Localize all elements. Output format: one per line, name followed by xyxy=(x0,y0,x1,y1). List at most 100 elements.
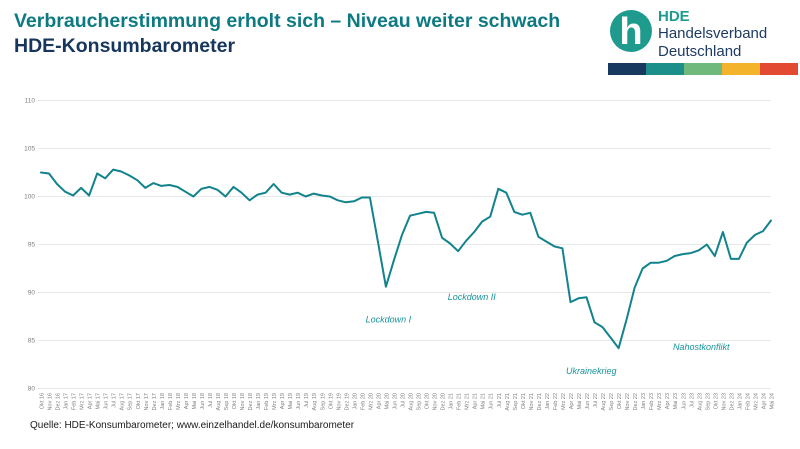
x-axis-tick-label: Jul 17 xyxy=(112,393,118,408)
x-axis-tick-label: Nov 22 xyxy=(625,393,631,410)
x-axis-tick-label: Mrz 22 xyxy=(561,393,567,410)
x-axis-tick-label: Jan 24 xyxy=(737,393,743,410)
x-axis-tick-label: Apr 19 xyxy=(280,393,286,409)
x-axis-tick-label: Aug 21 xyxy=(505,393,511,410)
x-axis-tick-label: Jun 23 xyxy=(681,393,687,410)
chart-annotation: Lockdown I xyxy=(366,314,412,324)
x-axis-tick-label: Okt 21 xyxy=(521,393,527,409)
chart-annotation: Ukrainekrieg xyxy=(566,366,617,376)
x-axis-tick-label: Okt 19 xyxy=(328,393,334,409)
x-axis-tick-label: Okt 22 xyxy=(617,393,623,409)
x-axis-tick-label: Nov 19 xyxy=(336,393,342,410)
x-axis-tick-label: Jan 20 xyxy=(352,393,358,410)
x-axis-tick-label: Jun 20 xyxy=(392,393,398,410)
x-axis-tick-label: Jan 23 xyxy=(641,393,647,410)
x-axis-tick-label: Mai 17 xyxy=(96,393,102,410)
x-axis-tick-label: Aug 22 xyxy=(601,393,607,410)
y-axis-tick-label: 110 xyxy=(25,98,36,105)
x-axis-tick-label: Jan 18 xyxy=(160,393,166,410)
x-axis-tick-label: Aug 18 xyxy=(216,393,222,410)
x-axis-tick-label: Jan 21 xyxy=(449,393,455,410)
x-axis-tick-label: Dez 23 xyxy=(729,393,735,410)
x-axis-tick-label: Dez 16 xyxy=(56,393,62,410)
x-axis-tick-label: Mrz 21 xyxy=(465,393,471,410)
x-axis-tick-label: Mrz 24 xyxy=(753,393,759,410)
x-axis-tick-label: Okt 18 xyxy=(232,393,238,409)
logo-color-bar xyxy=(608,63,798,75)
x-axis-tick-label: Okt 23 xyxy=(713,393,719,409)
x-axis-tick-label: Feb 23 xyxy=(649,393,655,410)
x-axis-tick-label: Jun 18 xyxy=(200,393,206,410)
x-axis-tick-label: Okt 20 xyxy=(425,393,431,409)
x-axis-tick-label: Sep 19 xyxy=(320,393,326,410)
x-axis-tick-label: Apr 24 xyxy=(761,393,767,409)
source-note: Quelle: HDE-Konsumbarometer; www.einzelh… xyxy=(30,420,355,431)
hde-logo-icon: h xyxy=(610,10,652,53)
logo-bar-segment xyxy=(646,63,684,75)
y-axis-tick-label: 90 xyxy=(28,290,36,297)
x-axis-tick-label: Apr 17 xyxy=(88,393,94,409)
x-axis-tick-label: Mrz 23 xyxy=(657,393,663,410)
x-axis-tick-label: Sep 23 xyxy=(705,393,711,410)
x-axis-tick-label: Okt 17 xyxy=(136,393,142,409)
x-axis-tick-label: Aug 17 xyxy=(120,393,126,410)
x-axis-tick-label: Mai 22 xyxy=(577,393,583,410)
x-axis-tick-label: Jun 22 xyxy=(585,393,591,410)
x-axis-tick-label: Dez 21 xyxy=(537,393,543,410)
x-axis-tick-label: Mai 21 xyxy=(481,393,487,410)
x-axis-tick-label: Dez 17 xyxy=(152,393,158,410)
x-axis-tick-label: Jan 19 xyxy=(256,393,262,410)
x-axis-tick-label: Apr 18 xyxy=(184,393,190,409)
x-axis-tick-label: Mai 18 xyxy=(192,393,198,410)
x-axis-tick-label: Feb 22 xyxy=(553,393,559,410)
x-axis-tick-label: Mrz 20 xyxy=(368,393,374,410)
logo-bar-segment xyxy=(760,63,798,75)
x-axis-tick-label: Sep 17 xyxy=(128,393,134,410)
x-axis-tick-label: Sep 21 xyxy=(513,393,519,410)
x-axis-tick-label: Mai 19 xyxy=(288,393,294,410)
x-axis-tick-label: Nov 16 xyxy=(48,393,54,410)
x-axis-tick-label: Feb 19 xyxy=(264,393,270,410)
y-axis-tick-label: 85 xyxy=(28,338,36,345)
x-axis-tick-label: Feb 17 xyxy=(72,393,78,410)
x-axis-tick-label: Dez 19 xyxy=(344,393,350,410)
x-axis-tick-label: Jul 23 xyxy=(689,393,695,408)
x-axis-tick-label: Jun 21 xyxy=(489,393,495,410)
x-axis-tick-label: Jan 22 xyxy=(545,393,551,410)
chart-annotation: Nahostkonflikt xyxy=(673,342,730,352)
x-axis-tick-label: Jul 18 xyxy=(208,393,214,408)
y-axis-tick-label: 80 xyxy=(28,386,36,393)
x-axis-tick-label: Mai 24 xyxy=(770,393,776,410)
logo-bar-segment xyxy=(722,63,760,75)
x-axis-tick-label: Dez 20 xyxy=(441,393,447,410)
x-axis-tick-label: Jan 17 xyxy=(64,393,70,410)
x-axis-tick-label: Mai 23 xyxy=(673,393,679,410)
logo-org-line2: Deutschland xyxy=(658,43,742,60)
x-axis-tick-label: Aug 23 xyxy=(697,393,703,410)
logo-monogram: h xyxy=(619,11,642,53)
x-axis-tick-label: Jun 17 xyxy=(104,393,110,410)
logo-bar-segment xyxy=(684,63,722,75)
x-axis-tick-label: Jul 22 xyxy=(593,393,599,408)
x-axis-tick-label: Sep 20 xyxy=(417,393,423,410)
x-axis-tick-label: Jun 19 xyxy=(296,393,302,410)
x-axis-tick-label: Feb 18 xyxy=(168,393,174,410)
page-subtitle: HDE-Konsumbarometer xyxy=(14,35,236,57)
x-axis-tick-label: Okt 16 xyxy=(40,393,46,409)
x-axis-tick-label: Mrz 18 xyxy=(176,393,182,410)
x-axis-tick-label: Feb 20 xyxy=(360,393,366,410)
x-axis-tick-label: Feb 24 xyxy=(745,393,751,410)
page-title: Verbraucherstimmung erholt sich – Niveau… xyxy=(14,10,561,32)
x-axis-tick-label: Nov 21 xyxy=(529,393,535,410)
x-axis-tick-label: Nov 17 xyxy=(144,393,150,410)
y-axis-tick-label: 100 xyxy=(24,194,35,201)
logo-bar-segment xyxy=(608,63,646,75)
hde-logo: h HDE Handelsverband Deutschland xyxy=(606,4,800,76)
x-axis-tick-label: Nov 18 xyxy=(240,393,246,410)
chart-annotation: Lockdown II xyxy=(448,292,497,302)
x-axis-tick-label: Mrz 17 xyxy=(80,393,86,410)
x-axis-tick-label: Apr 20 xyxy=(376,393,382,409)
x-axis-tick-label: Apr 21 xyxy=(473,393,479,409)
